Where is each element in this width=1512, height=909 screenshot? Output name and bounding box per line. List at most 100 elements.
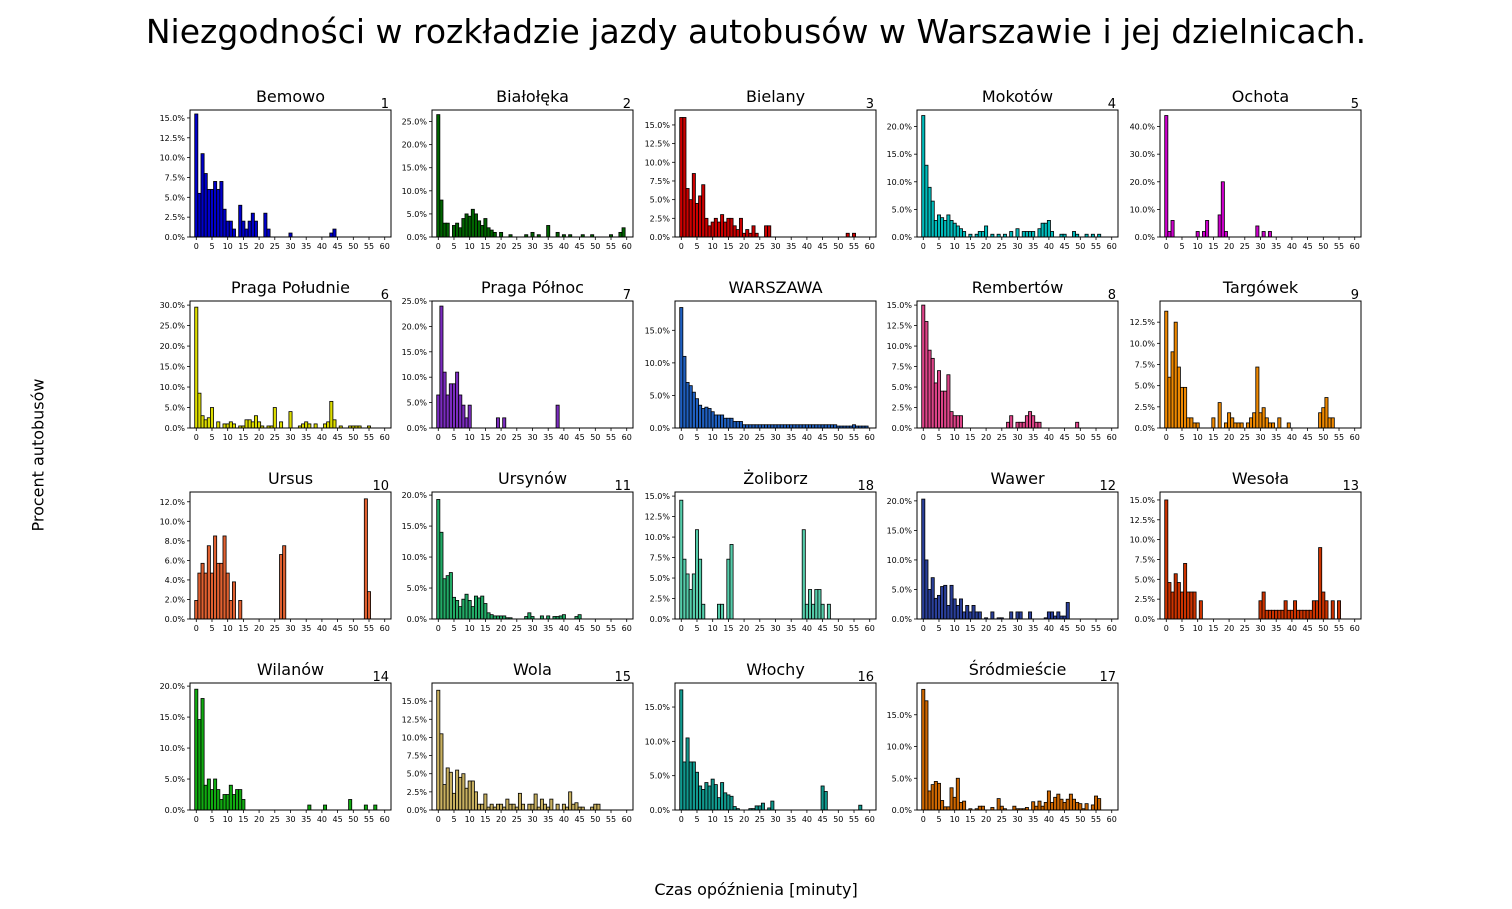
bar xyxy=(682,355,687,429)
bar xyxy=(974,611,979,620)
y-tick-label: 10.0% xyxy=(160,383,186,392)
x-tick-label: 45 xyxy=(1303,624,1313,633)
bar xyxy=(732,421,737,429)
bar xyxy=(210,188,214,238)
chart-number-ursus: 10 xyxy=(372,479,389,494)
y-tick-label: 10.0% xyxy=(402,733,428,742)
bar xyxy=(467,780,472,811)
x-tick-label: 5 xyxy=(451,433,456,442)
y-tick-label: 20.0% xyxy=(887,123,913,132)
bar xyxy=(1015,228,1020,238)
x-tick-label: 45 xyxy=(1060,433,1070,442)
x-tick-label: 40 xyxy=(802,815,812,824)
bar xyxy=(1183,386,1188,429)
bar xyxy=(852,232,856,238)
bar xyxy=(288,232,293,238)
y-tick-label: 20.0% xyxy=(402,491,428,500)
x-tick-label: 40 xyxy=(1287,624,1297,633)
bar xyxy=(561,803,566,811)
bar xyxy=(732,806,737,811)
x-tick-label: 55 xyxy=(606,624,616,633)
x-tick-label: 55 xyxy=(364,433,374,442)
bar xyxy=(1040,805,1045,811)
bar xyxy=(455,371,460,429)
x-tick-label: 0 xyxy=(921,815,926,824)
y-tick-label: 5.0% xyxy=(407,770,428,779)
bar xyxy=(757,805,762,811)
bar xyxy=(720,782,725,811)
x-tick-label: 40 xyxy=(559,433,569,442)
x-tick-label: 30 xyxy=(285,242,295,251)
bar xyxy=(940,390,945,429)
y-tick-label: 0.0% xyxy=(165,806,186,815)
bar xyxy=(200,562,205,620)
bar xyxy=(1252,412,1257,429)
y-tick-label: 10.0% xyxy=(160,154,186,163)
x-tick-label: 35 xyxy=(543,815,553,824)
bar xyxy=(1302,609,1307,620)
x-tick-label: 5 xyxy=(451,242,456,251)
x-tick-label: 35 xyxy=(301,815,311,824)
x-tick-label: 40 xyxy=(1044,815,1054,824)
x-tick-label: 55 xyxy=(364,815,374,824)
y-tick-label: 10.0% xyxy=(402,187,428,196)
bar xyxy=(688,761,693,811)
chart-title-praga-poludnie: Praga Południe xyxy=(231,278,350,297)
y-tick-label: 2.5% xyxy=(650,214,671,223)
bar xyxy=(1271,422,1276,429)
x-tick-label: 55 xyxy=(1091,624,1101,633)
bar xyxy=(549,798,554,811)
bar xyxy=(439,531,444,620)
x-tick-label: 35 xyxy=(543,433,553,442)
bar xyxy=(1084,803,1089,811)
x-tick-label: 5 xyxy=(1179,624,1184,633)
bar xyxy=(958,415,963,429)
x-tick-label: 50 xyxy=(348,433,358,442)
y-tick-label: 7.5% xyxy=(650,177,671,186)
bar xyxy=(980,805,985,811)
bar xyxy=(698,558,703,620)
bar xyxy=(228,784,233,811)
bar xyxy=(448,572,453,620)
bar xyxy=(1198,600,1203,620)
y-tick-label: 15.0% xyxy=(160,713,186,722)
x-tick-label: 20 xyxy=(1224,433,1234,442)
bar xyxy=(1046,790,1051,811)
x-tick-label: 55 xyxy=(1091,242,1101,251)
y-tick-label: 15.0% xyxy=(402,164,428,173)
bar xyxy=(489,229,494,238)
y-tick-label: 0.0% xyxy=(650,615,671,624)
y-tick-label: 0.0% xyxy=(1135,424,1156,433)
bar xyxy=(521,803,526,811)
bar xyxy=(253,415,258,429)
bar xyxy=(999,805,1004,811)
bar xyxy=(1271,609,1276,620)
chart-title-wawer: Wawer xyxy=(990,469,1045,488)
chart-rembertow: Rembertów 8 0.0% 2.5% 5.0% 7.5% 10.0% 12.5% 15.0… xyxy=(887,278,1119,442)
x-tick-label: 45 xyxy=(1303,433,1313,442)
x-tick-label: 30 xyxy=(285,815,295,824)
x-tick-label: 25 xyxy=(755,624,765,633)
bar xyxy=(946,374,951,429)
bar xyxy=(949,584,954,620)
bar xyxy=(735,421,740,429)
x-tick-label: 5 xyxy=(936,433,941,442)
bar xyxy=(937,214,941,238)
y-tick-label: 0.0% xyxy=(892,233,913,242)
chart-title-wola: Wola xyxy=(513,660,552,679)
y-tick-label: 7.5% xyxy=(1135,361,1156,370)
chart-number-srodmiescie: 17 xyxy=(1099,670,1116,685)
bar xyxy=(216,421,221,429)
bar xyxy=(943,584,948,620)
x-tick-label: 15 xyxy=(480,624,490,633)
x-tick-label: 15 xyxy=(965,815,975,824)
bar xyxy=(210,407,214,429)
y-tick-label: 5.0% xyxy=(407,584,428,593)
bar xyxy=(990,611,995,620)
bar xyxy=(477,803,482,811)
bar xyxy=(527,612,532,620)
x-tick-label: 40 xyxy=(1287,242,1297,251)
x-tick-label: 35 xyxy=(786,815,796,824)
bar xyxy=(691,573,696,620)
chart-mokotow: Mokotów 4 0.0% 5.0% 10.0% 15.0% 20.0% 0 5 10 15 20 2… xyxy=(887,87,1119,251)
